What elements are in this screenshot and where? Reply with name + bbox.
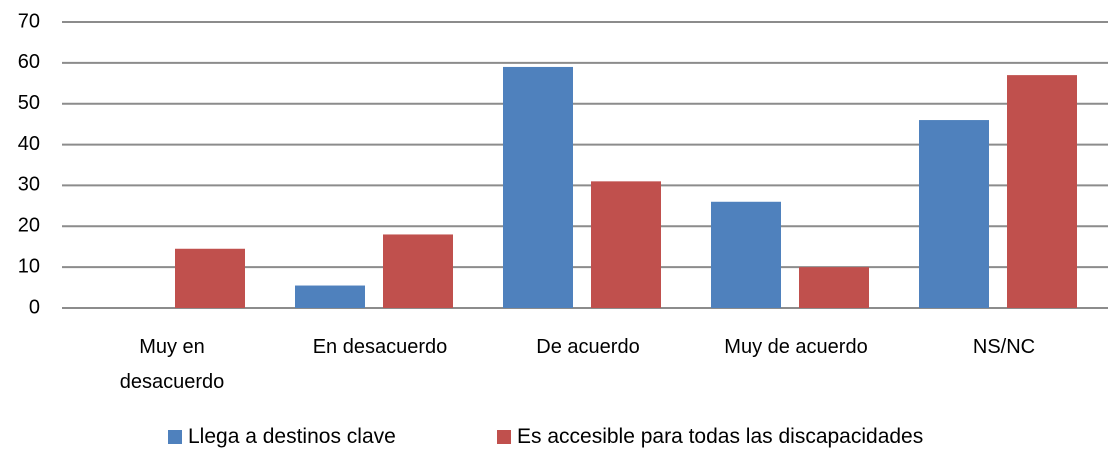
y-tick-label: 10 [18,255,40,277]
legend-label: Es accesible para todas las discapacidad… [517,425,924,448]
bar [175,248,245,308]
bar [295,285,365,308]
bar [591,181,661,308]
legend-swatch [168,430,182,444]
x-tick-label: De acuerdo [536,336,640,358]
bar [503,66,573,308]
bar [383,234,453,308]
y-tick-label: 40 [18,133,40,155]
x-tick-label: NS/NC [972,336,1036,358]
bar [711,201,781,308]
bar [799,267,869,308]
legend-item: Es accesible para todas las discapacidad… [497,425,923,449]
y-tick-label: 20 [18,215,40,237]
bar [1007,75,1077,308]
x-tick-label: Muy de acuerdo [724,336,868,358]
y-tick-label: 30 [18,174,40,196]
y-tick-label: 70 [18,10,40,32]
y-tick-label: 0 [29,296,40,318]
legend-label: Llega a destinos clave [188,425,396,448]
x-tick-label: Muy en desacuerdo [119,336,225,393]
bar [919,120,989,308]
y-tick-label: 60 [18,51,40,73]
x-tick-label: En desacuerdo [312,336,448,358]
y-tick-label: 50 [18,92,40,114]
legend-item: Llega a destinos clave [168,425,396,449]
legend-swatch [497,430,511,444]
